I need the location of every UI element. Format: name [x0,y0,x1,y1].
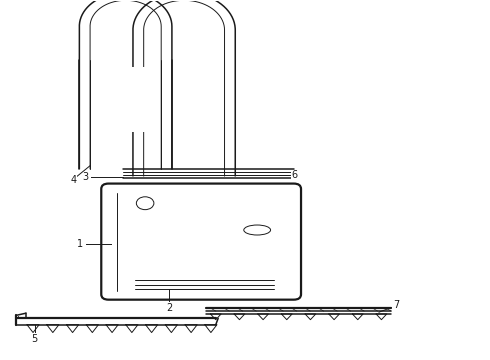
Text: 6: 6 [292,170,298,180]
Text: 4: 4 [71,175,76,185]
Text: 5: 5 [31,334,38,344]
Text: 3: 3 [83,172,89,183]
Text: 7: 7 [393,300,399,310]
Text: 1: 1 [77,239,83,249]
FancyBboxPatch shape [106,67,157,132]
Text: 2: 2 [167,302,172,312]
FancyBboxPatch shape [101,184,301,300]
